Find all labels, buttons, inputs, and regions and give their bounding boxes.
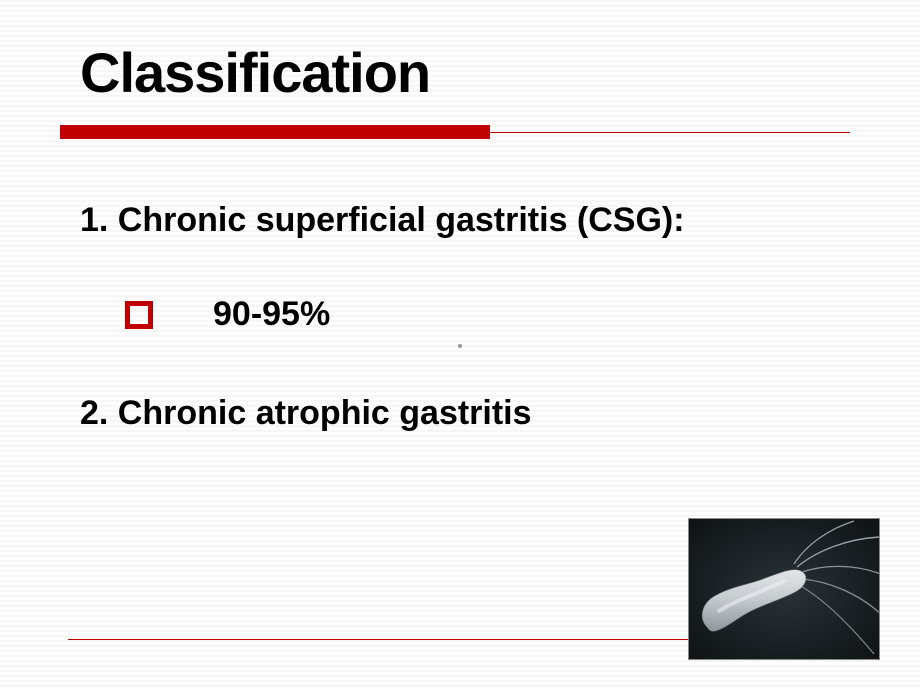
- helicobacter-svg: [689, 519, 880, 660]
- helicobacter-image: [688, 518, 880, 660]
- title-rule: [60, 125, 850, 141]
- slide-title: Classification: [60, 40, 860, 105]
- bullet-row: 90-95%: [60, 295, 860, 334]
- list-item-2: 2. Chronic atrophic gastritis: [60, 394, 860, 433]
- square-bullet-icon: [125, 301, 153, 329]
- slide-container: Classification 1. Chronic superficial ga…: [0, 0, 920, 690]
- list-item-1: 1. Chronic superficial gastritis (CSG):: [60, 201, 860, 240]
- title-rule-thick: [60, 125, 490, 139]
- bullet-value: 90-95%: [213, 295, 330, 334]
- center-dot-icon: [458, 344, 462, 348]
